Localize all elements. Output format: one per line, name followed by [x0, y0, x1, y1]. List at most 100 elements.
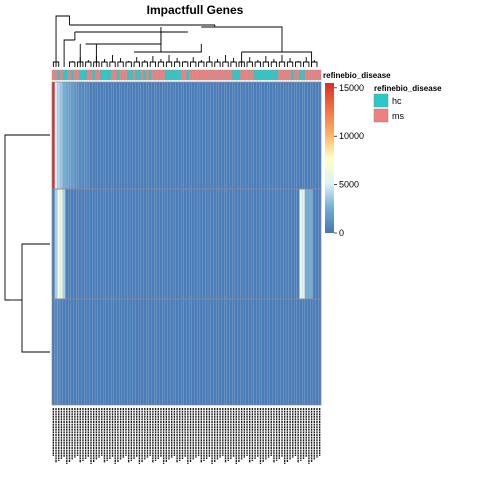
heatmap-cell: [133, 82, 136, 189]
annotation-cell: [273, 70, 276, 80]
dendrogram-branch: [295, 61, 300, 67]
heatmap-cell: [200, 299, 203, 405]
heatmap-cell: [187, 299, 190, 405]
annotation-cell: [52, 70, 55, 80]
dendrogram-branch: [118, 58, 123, 67]
heatmap-cell: [114, 189, 117, 299]
heatmap-cell: [310, 299, 313, 405]
annotation-cell: [267, 70, 270, 80]
heatmap-cell: [55, 299, 58, 405]
heatmap-cell: [152, 299, 155, 405]
annotation-cell: [254, 70, 257, 80]
heatmap-cell: [297, 299, 300, 405]
annotation-cell: [76, 70, 79, 80]
heatmap-cell: [130, 82, 133, 189]
heatmap-cell: [162, 189, 165, 299]
annotation-cell: [313, 70, 316, 80]
dendrogram-branch: [191, 57, 196, 67]
heatmap-body: [52, 82, 321, 405]
heatmap-cell: [146, 82, 149, 189]
color-scale-tick-label: 0: [339, 228, 344, 238]
annotation-cell: [270, 70, 273, 80]
heatmap-cell: [273, 299, 276, 405]
heatmap-cell: [90, 189, 93, 299]
heatmap-cell: [240, 189, 243, 299]
heatmap-cell: [289, 189, 292, 299]
heatmap-cell: [302, 299, 305, 405]
heatmap-cell: [100, 82, 103, 189]
heatmap-cell: [251, 299, 254, 405]
heatmap-cell: [133, 189, 136, 299]
dendrogram-branch: [102, 59, 107, 67]
heatmap-cell: [60, 189, 63, 299]
heatmap-cell: [52, 82, 55, 189]
heatmap-cell: [259, 82, 262, 189]
heatmap-cell: [289, 82, 292, 189]
heatmap-cell: [216, 189, 219, 299]
heatmap-cell: [135, 299, 138, 405]
dendrogram-branch: [199, 60, 204, 67]
heatmap-cell: [178, 82, 181, 189]
heatmap-cell: [270, 189, 273, 299]
chart-title: Impactfull Genes: [147, 3, 244, 17]
heatmap-cell: [308, 82, 311, 189]
heatmap-cell: [299, 82, 302, 189]
heatmap-cell: [289, 299, 292, 405]
heatmap-cell: [208, 299, 211, 405]
heatmap-cell: [111, 299, 114, 405]
heatmap-cell: [197, 299, 200, 405]
heatmap-cell: [221, 299, 224, 405]
heatmap-cell: [135, 82, 138, 189]
heatmap-cell: [254, 189, 257, 299]
heatmap-cell: [238, 189, 241, 299]
annotation-cell: [68, 70, 71, 80]
annotation-cell: [275, 70, 278, 80]
heatmap-cell: [187, 189, 190, 299]
annotation-cell: [219, 70, 222, 80]
heatmap-cell: [316, 82, 319, 189]
annotation-cell: [291, 70, 294, 80]
annotation-cell: [162, 70, 165, 80]
annotation-cell: [256, 70, 259, 80]
dendrogram-branch: [231, 58, 236, 67]
heatmap-cell: [291, 299, 294, 405]
heatmap-cell: [57, 189, 60, 299]
heatmap-cell: [92, 82, 95, 189]
annotation-cell: [122, 70, 125, 80]
heatmap-cell: [119, 299, 122, 405]
heatmap-cell: [117, 299, 120, 405]
heatmap-cell: [227, 82, 230, 189]
heatmap-cell: [267, 299, 270, 405]
heatmap-cell: [248, 299, 251, 405]
color-scale-tick-label: 10000: [339, 131, 364, 141]
heatmap-cell: [213, 299, 216, 405]
dendrogram-branch: [69, 61, 74, 67]
heatmap-cell: [278, 82, 281, 189]
heatmap-cell: [176, 299, 179, 405]
dendrogram-branch: [279, 55, 284, 67]
heatmap-cell: [251, 82, 254, 189]
heatmap-cell: [240, 299, 243, 405]
annotation-cell: [154, 70, 157, 80]
heatmap-cell: [165, 82, 168, 189]
annotation-cell: [238, 70, 241, 80]
heatmap-cell: [205, 299, 208, 405]
annotation-cell: [135, 70, 138, 80]
heatmap-cell: [184, 299, 187, 405]
heatmap-cell: [216, 299, 219, 405]
heatmap-cell: [305, 82, 308, 189]
legend-swatch-ms: [374, 109, 388, 122]
heatmap-cell: [297, 189, 300, 299]
heatmap-cell: [111, 189, 114, 299]
heatmap-cell: [240, 82, 243, 189]
heatmap-cell: [310, 82, 313, 189]
heatmap-cell: [313, 82, 316, 189]
dendrogram-branch: [255, 60, 260, 67]
annotation-cell: [103, 70, 106, 80]
heatmap-cell: [211, 299, 214, 405]
heatmap-cell: [71, 189, 74, 299]
heatmap-cell: [157, 82, 160, 189]
annotation-cell: [92, 70, 95, 80]
heatmap-cell: [246, 189, 249, 299]
